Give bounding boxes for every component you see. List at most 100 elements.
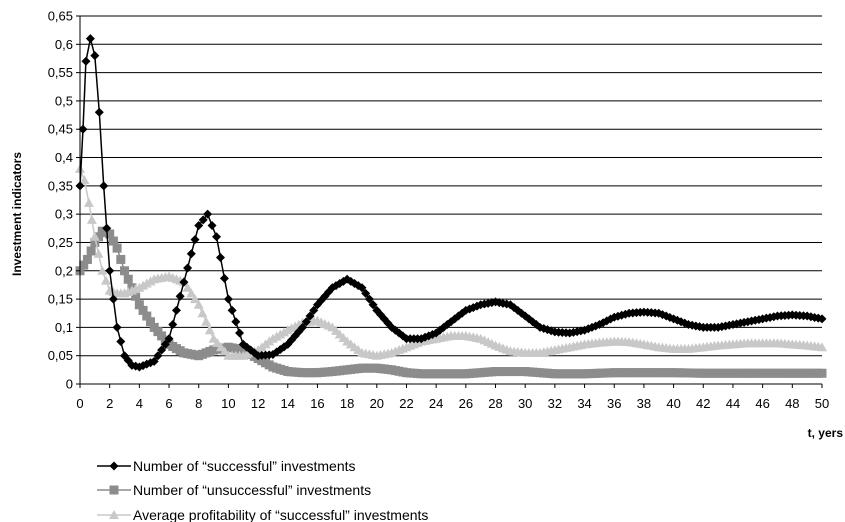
x-tick-label: 6 [165, 396, 172, 411]
x-tick-label: 34 [577, 396, 591, 411]
x-tick-labels: 0 2 4 6 8 10 12 14 16 18 20 22 24 26 28 30 32 34 36 38 40 42 4… [76, 384, 829, 411]
axes [79, 16, 822, 385]
data-point [219, 273, 229, 283]
data-point [197, 308, 208, 318]
legend-label: Number of “unsuccessful” investments [133, 482, 371, 498]
x-tick-label: 40 [666, 396, 680, 411]
data-point [94, 232, 104, 242]
x-tick-label: 12 [251, 396, 265, 411]
x-tick-label: 2 [106, 396, 113, 411]
x-tick-label: 36 [607, 396, 621, 411]
x-tick-label: 14 [281, 396, 295, 411]
data-point [116, 337, 126, 347]
x-tick-label: 4 [136, 396, 143, 411]
data-point [203, 209, 213, 219]
data-point [123, 274, 133, 284]
data-point [235, 328, 245, 338]
data-point [100, 275, 111, 285]
data-point [85, 34, 95, 44]
data-point [817, 342, 827, 352]
data-point [90, 51, 100, 61]
data-point [201, 316, 212, 326]
y-tick-label: 0,65 [48, 9, 73, 24]
data-point [134, 300, 144, 310]
data-point [198, 215, 208, 225]
data-point [179, 277, 189, 287]
data-point [94, 107, 104, 117]
data-point [108, 236, 118, 246]
data-point [89, 231, 100, 241]
data-point [301, 317, 311, 327]
y-tick-label: 0 [66, 377, 73, 392]
x-tick-label: 32 [548, 396, 562, 411]
x-tick-label: 46 [755, 396, 769, 411]
data-point [160, 339, 170, 349]
legend-item-1: Number of “unsuccessful” investments [97, 482, 371, 498]
x-tick-label: 28 [488, 396, 502, 411]
data-point [223, 294, 233, 304]
data-point [817, 314, 827, 324]
data-point [153, 351, 163, 361]
x-axis-title: t, yers [808, 426, 844, 440]
data-point [97, 265, 108, 275]
y-tick-label: 0,55 [48, 65, 73, 80]
series-2 [75, 163, 827, 360]
data-point [215, 253, 225, 263]
data-point [190, 294, 201, 304]
data-point [231, 317, 241, 327]
data-point [171, 305, 181, 315]
gridlines [80, 15, 822, 357]
legend-item-0: Number of “successful” investments [97, 458, 356, 474]
legend-label: Average profitability of “successful” in… [133, 507, 428, 522]
y-tick-label: 0,2 [55, 263, 73, 278]
data-point [361, 288, 371, 298]
data-point [368, 300, 378, 310]
data-point [183, 263, 193, 273]
x-tick-label: 48 [785, 396, 799, 411]
data-point [93, 248, 104, 258]
legend-swatch-marker [109, 510, 119, 519]
data-point [212, 232, 222, 242]
data-point [186, 288, 197, 298]
data-point [82, 254, 92, 264]
x-tick-label: 30 [518, 396, 532, 411]
x-tick-label: 22 [399, 396, 413, 411]
data-point [120, 351, 130, 361]
y-tick-label: 0,1 [55, 320, 73, 335]
data-point [131, 291, 141, 301]
data-point [309, 305, 319, 315]
legend-swatch-marker [109, 485, 119, 495]
legend: Number of “successful” investments Number… [97, 458, 428, 522]
data-point [105, 229, 115, 239]
data-point [227, 305, 237, 315]
data-point [90, 237, 100, 247]
data-point [164, 334, 174, 344]
y-tick-label: 0,25 [48, 235, 73, 250]
y-tick-label: 0,05 [48, 348, 73, 363]
y-tick-label: 0,3 [55, 207, 73, 222]
data-point [175, 291, 185, 301]
y-tick-label: 0,45 [48, 122, 73, 137]
data-point [357, 283, 367, 293]
legend-swatch-marker [109, 461, 119, 471]
x-tick-label: 44 [726, 396, 740, 411]
data-point [86, 214, 97, 224]
y-tick-label: 0,4 [55, 150, 73, 165]
x-tick-label: 26 [459, 396, 473, 411]
series-0 [75, 34, 827, 372]
x-tick-label: 20 [370, 396, 384, 411]
data-point [112, 322, 122, 332]
data-point [79, 260, 89, 270]
y-tick-label: 0,5 [55, 93, 73, 108]
data-point [193, 299, 204, 309]
data-point [79, 175, 90, 185]
data-point [194, 220, 204, 230]
data-point [105, 266, 115, 276]
data-point [102, 223, 112, 233]
data-point [112, 243, 122, 253]
data-point [120, 266, 130, 276]
x-tick-label: 18 [340, 396, 354, 411]
y-tick-label: 0,15 [48, 292, 73, 307]
data-point [81, 56, 91, 66]
data-point [99, 181, 109, 191]
